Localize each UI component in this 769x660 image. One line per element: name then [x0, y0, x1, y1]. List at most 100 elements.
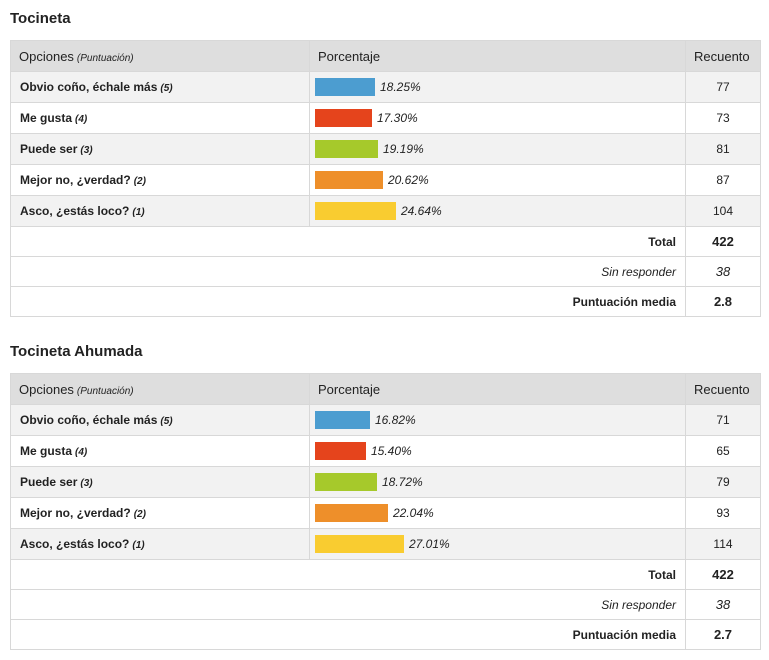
- summary-value: 422: [685, 559, 761, 590]
- summary-label: Total: [10, 226, 686, 257]
- option-score: (5): [160, 83, 173, 94]
- option-score: (1): [132, 207, 145, 218]
- summary-value: 38: [685, 256, 761, 287]
- percent-label: 15.40%: [371, 444, 412, 458]
- table-header-row: Opciones (Puntuación) Porcentaje Recuento: [10, 40, 761, 72]
- summary-row-total: Total 422: [10, 559, 761, 590]
- percent-label: 20.62%: [388, 173, 429, 187]
- count-cell: 71: [685, 404, 761, 436]
- option-cell: Asco, ¿estás loco? (1): [10, 195, 310, 227]
- poll-title: Tocineta: [10, 10, 71, 27]
- summary-row-average: Puntuación media 2.7: [10, 619, 761, 650]
- table-row: Mejor no, ¿verdad? (2) 20.62% 87: [10, 164, 761, 196]
- percent-header: Porcentaje: [309, 40, 686, 72]
- count-cell: 104: [685, 195, 761, 227]
- option-label: Me gusta: [20, 111, 73, 125]
- options-header: Opciones (Puntuación): [10, 40, 310, 72]
- percent-cell: 19.19%: [309, 133, 686, 165]
- option-score: (1): [132, 540, 145, 551]
- count-cell: 93: [685, 497, 761, 529]
- option-score: (3): [80, 145, 93, 156]
- percent-bar: [315, 504, 388, 522]
- summary-label: Puntuación media: [10, 286, 686, 317]
- percent-label: 22.04%: [393, 506, 434, 520]
- summary-value: 422: [685, 226, 761, 257]
- poll-section-2: Tocineta Ahumada Opciones (Puntuación) Po…: [10, 342, 761, 650]
- table-row: Puede ser (3) 19.19% 81: [10, 133, 761, 165]
- option-cell: Me gusta (4): [10, 435, 310, 467]
- table-row: Me gusta (4) 15.40% 65: [10, 435, 761, 467]
- option-label: Me gusta: [20, 444, 73, 458]
- poll-section-1: Tocineta Opciones (Puntuación) Porcentaje…: [10, 9, 761, 317]
- table-row: Obvio coño, échale más (5) 16.82% 71: [10, 404, 761, 436]
- option-label: Obvio coño, échale más: [20, 413, 158, 427]
- count-cell: 114: [685, 528, 761, 560]
- option-label: Obvio coño, échale más: [20, 80, 158, 94]
- summary-value: 2.7: [685, 619, 761, 650]
- poll-results-table: Opciones (Puntuación) Porcentaje Recuento…: [10, 40, 761, 317]
- count-cell: 73: [685, 102, 761, 134]
- summary-value: 2.8: [685, 286, 761, 317]
- percent-bar: [315, 535, 404, 553]
- poll-title: Tocineta Ahumada: [10, 343, 143, 360]
- percent-bar: [315, 411, 370, 429]
- options-header: Opciones (Puntuación): [10, 373, 310, 405]
- percent-label: 19.19%: [383, 142, 424, 156]
- option-label: Asco, ¿estás loco?: [20, 537, 130, 551]
- percent-label: 27.01%: [409, 537, 450, 551]
- option-cell: Puede ser (3): [10, 133, 310, 165]
- percent-header: Porcentaje: [309, 373, 686, 405]
- count-cell: 87: [685, 164, 761, 196]
- option-label: Asco, ¿estás loco?: [20, 204, 130, 218]
- option-cell: Me gusta (4): [10, 102, 310, 134]
- score-note: (Puntuación): [76, 385, 134, 397]
- percent-bar: [315, 473, 377, 491]
- table-row: Mejor no, ¿verdad? (2) 22.04% 93: [10, 497, 761, 529]
- option-cell: Puede ser (3): [10, 466, 310, 498]
- score-note: (Puntuación): [76, 52, 134, 64]
- percent-cell: 18.25%: [309, 71, 686, 103]
- percent-bar: [315, 140, 378, 158]
- option-label: Puede ser: [20, 475, 78, 489]
- option-cell: Obvio coño, échale más (5): [10, 71, 310, 103]
- option-cell: Mejor no, ¿verdad? (2): [10, 164, 310, 196]
- table-row: Me gusta (4) 17.30% 73: [10, 102, 761, 134]
- option-label: Mejor no, ¿verdad?: [20, 506, 131, 520]
- count-cell: 77: [685, 71, 761, 103]
- table-row: Asco, ¿estás loco? (1) 24.64% 104: [10, 195, 761, 227]
- option-score: (4): [75, 114, 88, 125]
- percent-cell: 17.30%: [309, 102, 686, 134]
- count-cell: 65: [685, 435, 761, 467]
- percent-cell: 20.62%: [309, 164, 686, 196]
- percent-cell: 15.40%: [309, 435, 686, 467]
- summary-label: Puntuación media: [10, 619, 686, 650]
- percent-bar: [315, 442, 366, 460]
- table-header-row: Opciones (Puntuación) Porcentaje Recuento: [10, 373, 761, 405]
- percent-bar: [315, 78, 375, 96]
- options-header-label: Opciones: [19, 48, 74, 64]
- option-cell: Obvio coño, échale más (5): [10, 404, 310, 436]
- option-score: (4): [75, 447, 88, 458]
- percent-cell: 18.72%: [309, 466, 686, 498]
- table-row: Asco, ¿estás loco? (1) 27.01% 114: [10, 528, 761, 560]
- poll-results-table: Opciones (Puntuación) Porcentaje Recuento…: [10, 373, 761, 650]
- option-label: Mejor no, ¿verdad?: [20, 173, 131, 187]
- option-score: (5): [160, 416, 173, 427]
- count-header: Recuento: [685, 373, 761, 405]
- option-score: (2): [133, 509, 146, 520]
- summary-row-total: Total 422: [10, 226, 761, 257]
- count-header: Recuento: [685, 40, 761, 72]
- percent-bar: [315, 202, 396, 220]
- summary-label: Sin responder: [10, 256, 686, 287]
- percent-cell: 27.01%: [309, 528, 686, 560]
- percent-label: 18.72%: [382, 475, 423, 489]
- percent-label: 16.82%: [375, 413, 416, 427]
- option-cell: Asco, ¿estás loco? (1): [10, 528, 310, 560]
- percent-cell: 22.04%: [309, 497, 686, 529]
- summary-row-unanswered: Sin responder 38: [10, 256, 761, 287]
- summary-value: 38: [685, 589, 761, 620]
- summary-row-average: Puntuación media 2.8: [10, 286, 761, 317]
- options-header-label: Opciones: [19, 381, 74, 397]
- summary-label: Total: [10, 559, 686, 590]
- summary-label: Sin responder: [10, 589, 686, 620]
